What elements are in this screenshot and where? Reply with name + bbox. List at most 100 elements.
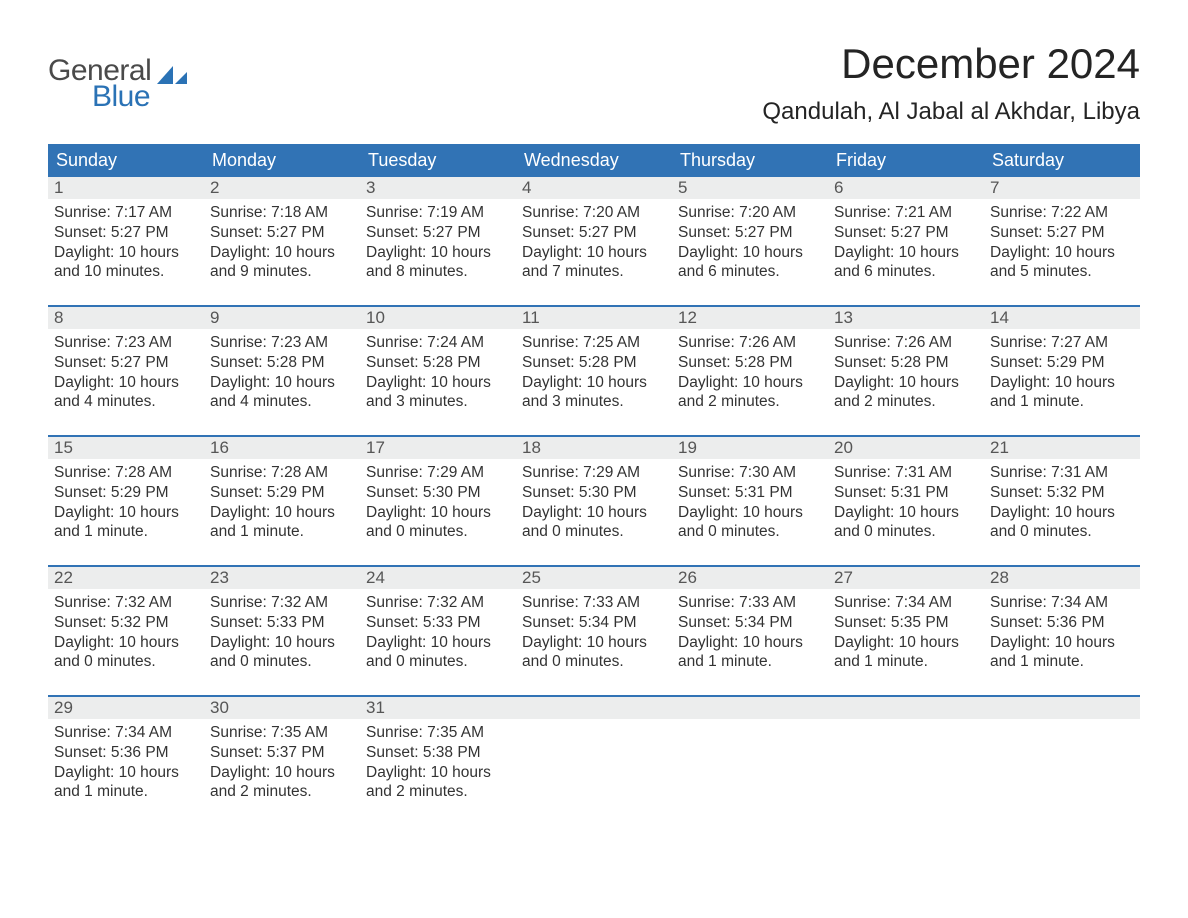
day-line-sunrise: Sunrise: 7:26 AM [834, 333, 978, 353]
day-number: 7 [984, 177, 1140, 199]
day-line-dl2: and 3 minutes. [522, 392, 666, 412]
day-line-dl1: Daylight: 10 hours [990, 633, 1134, 653]
day-number: 13 [828, 307, 984, 329]
day-line-sunrise: Sunrise: 7:34 AM [990, 593, 1134, 613]
day-line-sunrise: Sunrise: 7:29 AM [366, 463, 510, 483]
day-body: Sunrise: 7:35 AMSunset: 5:38 PMDaylight:… [360, 719, 516, 808]
day-line-sunrise: Sunrise: 7:29 AM [522, 463, 666, 483]
day-cell: 29Sunrise: 7:34 AMSunset: 5:36 PMDayligh… [48, 697, 204, 825]
day-line-sunrise: Sunrise: 7:24 AM [366, 333, 510, 353]
day-body: Sunrise: 7:20 AMSunset: 5:27 PMDaylight:… [516, 199, 672, 288]
day-line-sunrise: Sunrise: 7:28 AM [54, 463, 198, 483]
day-cell: 8Sunrise: 7:23 AMSunset: 5:27 PMDaylight… [48, 307, 204, 435]
day-number: 18 [516, 437, 672, 459]
day-line-dl2: and 1 minute. [54, 782, 198, 802]
day-number: 19 [672, 437, 828, 459]
day-line-dl1: Daylight: 10 hours [54, 763, 198, 783]
day-line-sunset: Sunset: 5:33 PM [366, 613, 510, 633]
day-line-dl1: Daylight: 10 hours [366, 373, 510, 393]
day-cell: 19Sunrise: 7:30 AMSunset: 5:31 PMDayligh… [672, 437, 828, 565]
day-cell: 1Sunrise: 7:17 AMSunset: 5:27 PMDaylight… [48, 177, 204, 305]
day-line-sunset: Sunset: 5:27 PM [834, 223, 978, 243]
day-line-dl2: and 0 minutes. [522, 522, 666, 542]
day-line-dl1: Daylight: 10 hours [210, 763, 354, 783]
day-line-sunrise: Sunrise: 7:23 AM [54, 333, 198, 353]
day-header: Tuesday [360, 144, 516, 177]
day-line-dl1: Daylight: 10 hours [210, 243, 354, 263]
day-number: 9 [204, 307, 360, 329]
day-line-dl1: Daylight: 10 hours [678, 633, 822, 653]
day-cell: 21Sunrise: 7:31 AMSunset: 5:32 PMDayligh… [984, 437, 1140, 565]
day-body: Sunrise: 7:29 AMSunset: 5:30 PMDaylight:… [516, 459, 672, 548]
day-line-dl1: Daylight: 10 hours [366, 243, 510, 263]
day-line-dl2: and 9 minutes. [210, 262, 354, 282]
day-number: 24 [360, 567, 516, 589]
day-line-dl2: and 10 minutes. [54, 262, 198, 282]
day-line-sunset: Sunset: 5:32 PM [54, 613, 198, 633]
logo-text-blue: Blue [48, 82, 189, 112]
day-line-dl1: Daylight: 10 hours [54, 373, 198, 393]
day-line-sunrise: Sunrise: 7:32 AM [54, 593, 198, 613]
day-cell: 11Sunrise: 7:25 AMSunset: 5:28 PMDayligh… [516, 307, 672, 435]
location-subtitle: Qandulah, Al Jabal al Akhdar, Libya [762, 98, 1140, 126]
day-number: 10 [360, 307, 516, 329]
day-body: Sunrise: 7:18 AMSunset: 5:27 PMDaylight:… [204, 199, 360, 288]
day-line-dl2: and 4 minutes. [54, 392, 198, 412]
day-line-sunset: Sunset: 5:32 PM [990, 483, 1134, 503]
week-row: 29Sunrise: 7:34 AMSunset: 5:36 PMDayligh… [48, 695, 1140, 825]
day-line-dl2: and 1 minute. [54, 522, 198, 542]
day-number: 5 [672, 177, 828, 199]
day-header: Wednesday [516, 144, 672, 177]
day-line-dl1: Daylight: 10 hours [990, 373, 1134, 393]
day-body: Sunrise: 7:21 AMSunset: 5:27 PMDaylight:… [828, 199, 984, 288]
day-line-sunset: Sunset: 5:30 PM [522, 483, 666, 503]
day-line-dl2: and 0 minutes. [366, 522, 510, 542]
day-line-dl2: and 6 minutes. [834, 262, 978, 282]
day-number: 23 [204, 567, 360, 589]
day-number: 4 [516, 177, 672, 199]
day-line-sunrise: Sunrise: 7:20 AM [522, 203, 666, 223]
day-line-sunrise: Sunrise: 7:23 AM [210, 333, 354, 353]
day-line-dl2: and 0 minutes. [990, 522, 1134, 542]
day-line-sunset: Sunset: 5:28 PM [522, 353, 666, 373]
day-body: Sunrise: 7:29 AMSunset: 5:30 PMDaylight:… [360, 459, 516, 548]
day-cell: 24Sunrise: 7:32 AMSunset: 5:33 PMDayligh… [360, 567, 516, 695]
day-line-dl2: and 0 minutes. [366, 652, 510, 672]
day-line-sunrise: Sunrise: 7:27 AM [990, 333, 1134, 353]
day-line-dl2: and 0 minutes. [210, 652, 354, 672]
day-line-dl1: Daylight: 10 hours [678, 503, 822, 523]
day-line-sunset: Sunset: 5:28 PM [678, 353, 822, 373]
day-number: 29 [48, 697, 204, 719]
day-cell: 15Sunrise: 7:28 AMSunset: 5:29 PMDayligh… [48, 437, 204, 565]
calendar-table: SundayMondayTuesdayWednesdayThursdayFrid… [48, 144, 1140, 825]
day-number: 28 [984, 567, 1140, 589]
day-header: Sunday [48, 144, 204, 177]
day-line-sunrise: Sunrise: 7:33 AM [522, 593, 666, 613]
day-line-sunset: Sunset: 5:27 PM [54, 223, 198, 243]
day-line-sunrise: Sunrise: 7:31 AM [990, 463, 1134, 483]
day-cell: 14Sunrise: 7:27 AMSunset: 5:29 PMDayligh… [984, 307, 1140, 435]
day-line-sunset: Sunset: 5:29 PM [210, 483, 354, 503]
day-body: Sunrise: 7:34 AMSunset: 5:36 PMDaylight:… [48, 719, 204, 808]
day-body: Sunrise: 7:30 AMSunset: 5:31 PMDaylight:… [672, 459, 828, 548]
day-cell: 3Sunrise: 7:19 AMSunset: 5:27 PMDaylight… [360, 177, 516, 305]
day-cell: 5Sunrise: 7:20 AMSunset: 5:27 PMDaylight… [672, 177, 828, 305]
day-number: 22 [48, 567, 204, 589]
day-line-sunset: Sunset: 5:36 PM [990, 613, 1134, 633]
day-line-dl1: Daylight: 10 hours [366, 763, 510, 783]
day-line-dl2: and 0 minutes. [522, 652, 666, 672]
day-line-sunrise: Sunrise: 7:28 AM [210, 463, 354, 483]
day-line-sunset: Sunset: 5:30 PM [366, 483, 510, 503]
empty-day-cell [984, 697, 1140, 825]
day-line-sunset: Sunset: 5:27 PM [54, 353, 198, 373]
day-cell: 23Sunrise: 7:32 AMSunset: 5:33 PMDayligh… [204, 567, 360, 695]
day-line-dl2: and 1 minute. [990, 652, 1134, 672]
day-body: Sunrise: 7:19 AMSunset: 5:27 PMDaylight:… [360, 199, 516, 288]
day-cell: 13Sunrise: 7:26 AMSunset: 5:28 PMDayligh… [828, 307, 984, 435]
day-body: Sunrise: 7:34 AMSunset: 5:36 PMDaylight:… [984, 589, 1140, 678]
day-line-dl1: Daylight: 10 hours [210, 503, 354, 523]
day-line-sunset: Sunset: 5:35 PM [834, 613, 978, 633]
day-line-sunset: Sunset: 5:28 PM [366, 353, 510, 373]
day-number: 16 [204, 437, 360, 459]
day-body: Sunrise: 7:17 AMSunset: 5:27 PMDaylight:… [48, 199, 204, 288]
